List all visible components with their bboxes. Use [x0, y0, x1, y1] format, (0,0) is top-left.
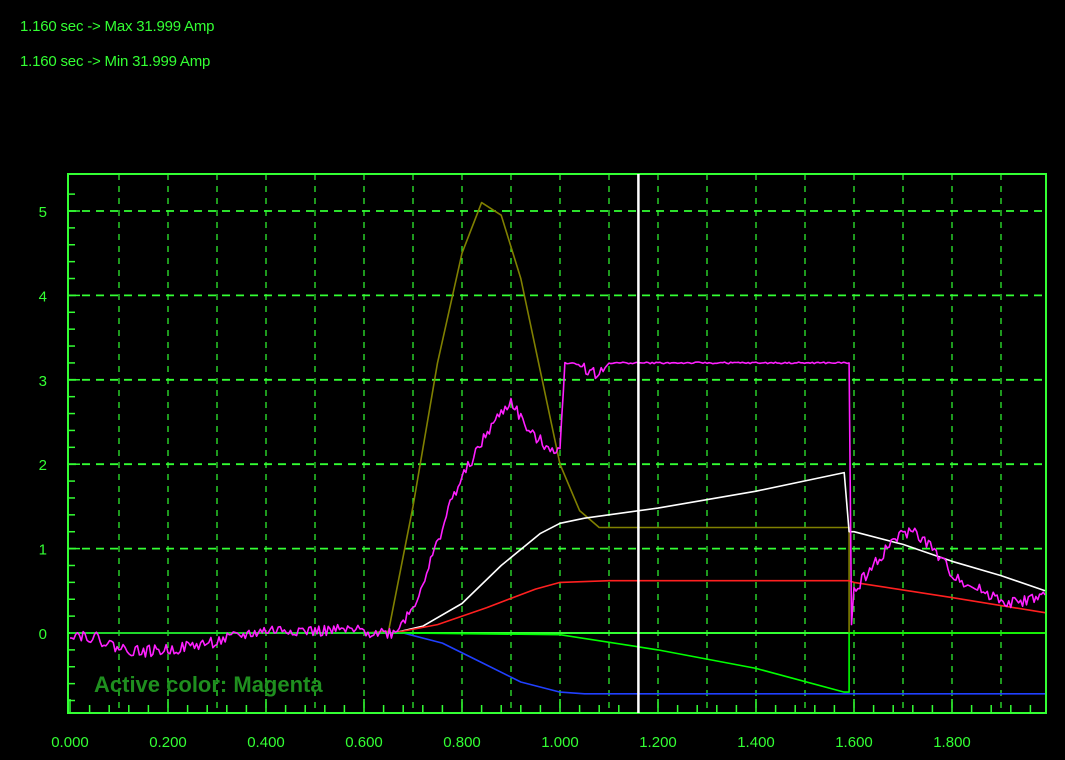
series-line	[70, 471, 1046, 634]
x-tick-label: 1.600	[835, 734, 873, 751]
x-tick-label: 0.400	[247, 734, 285, 751]
x-tick-label: 0.200	[149, 734, 187, 751]
cursor-min-readout: 1.160 sec -> Min 31.999 Amp	[20, 53, 211, 70]
series-line	[70, 201, 1046, 634]
y-tick-label: 0	[39, 626, 47, 643]
x-tick-label: 1.200	[639, 734, 677, 751]
x-tick-label: 0.600	[345, 734, 383, 751]
series-line	[70, 632, 1046, 693]
x-tick-label: 1.800	[933, 734, 971, 751]
grid	[68, 174, 1046, 713]
y-tick-label: 2	[39, 457, 47, 474]
y-tick-label: 1	[39, 542, 47, 559]
x-tick-label: 1.400	[737, 734, 775, 751]
active-color-label: Active color: Magenta	[94, 672, 323, 697]
y-tick-label: 3	[39, 373, 47, 390]
y-tick-label: 5	[39, 204, 47, 221]
plot-frame	[67, 173, 1047, 714]
axes: 0.000 0.200 0.400 0.600 0.800 1.000 1.200 1.400…	[39, 173, 1047, 751]
x-tick-label: 0.000	[51, 734, 89, 751]
x-tick-label: 0.800	[443, 734, 481, 751]
series-line	[70, 579, 1046, 634]
series-line	[70, 632, 1046, 695]
y-tick-label: 4	[39, 288, 47, 305]
cursor-max-readout: 1.160 sec -> Max 31.999 Amp	[20, 18, 215, 35]
series-line	[69, 361, 1046, 658]
series-group	[69, 201, 1046, 695]
x-tick-label: 1.000	[541, 734, 579, 751]
